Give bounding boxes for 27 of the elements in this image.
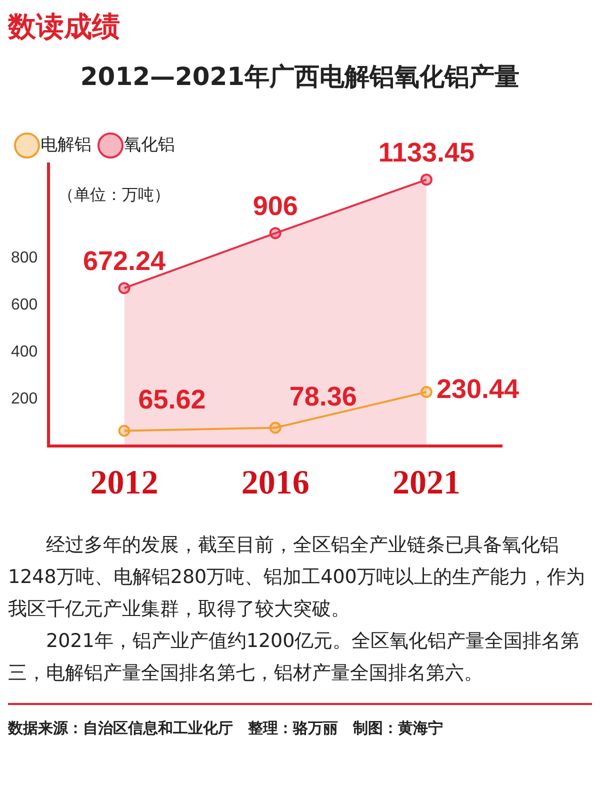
text: 经过多年的发展，截至目前，全区铝全产业链条已具备氧化铝1248万吨、电解铝280万吨、铝加工400万吨以上的生产能力，作为我区千亿元产业集群，取得了较大突破。 <box>8 533 586 622</box>
y-tick-label: 400 <box>10 344 38 361</box>
y-tick-label: 800 <box>10 249 38 266</box>
point <box>118 282 130 294</box>
y-tick-label: 600 <box>10 296 38 314</box>
point <box>118 424 130 437</box>
point <box>269 422 282 434</box>
y-axis-title: （单位：万吨） <box>58 185 170 206</box>
y-tick-label: 200 <box>10 390 38 408</box>
source-note: 数据来源：自治区信息和工业化厅 整理：骆万丽 制图：黄海宁 <box>8 719 444 738</box>
data-label: 65.62 <box>138 384 206 415</box>
point <box>269 227 282 240</box>
text: 2021年，铝产业产值约1200亿元。全区氧化铝产量全国排名第三，电解铝产量全国排名第七，铝材产量全国排名第六。 <box>8 629 581 686</box>
data-label: 1133.45 <box>378 138 475 168</box>
data-label: 78.36 <box>289 382 357 412</box>
legend-label: 氧化铝 <box>124 135 175 154</box>
data-label: 230.44 <box>436 374 520 404</box>
x-tick-label: 2012 <box>90 464 158 502</box>
x-tick-label: 2021 <box>392 464 460 502</box>
point <box>420 174 432 186</box>
chart-title: 2012—2021年广西电解铝氧化铝产量 <box>79 61 521 93</box>
legend-label: 电解铝 <box>40 135 92 154</box>
data-label: 672.24 <box>82 246 166 276</box>
x-tick-label: 2016 <box>241 464 310 502</box>
text: 数读成绩 <box>8 9 121 45</box>
point <box>420 386 432 398</box>
data-label: 906 <box>252 191 298 222</box>
